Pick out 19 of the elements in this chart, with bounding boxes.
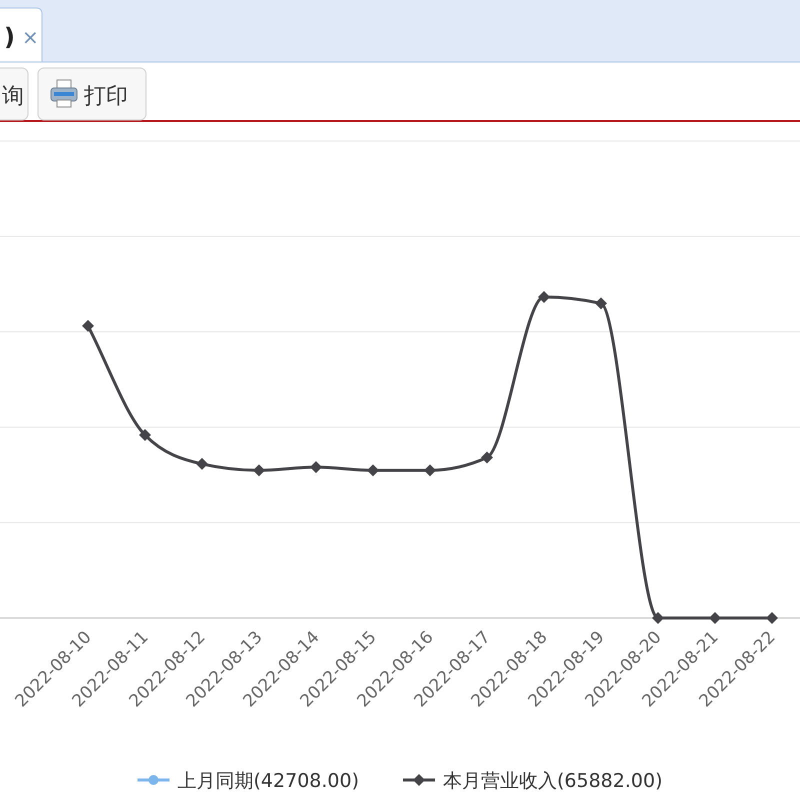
point [82,320,94,332]
point [139,429,151,442]
text: × [22,25,39,49]
point [652,612,664,624]
point [424,464,436,476]
point [481,452,493,464]
point [709,612,721,624]
legend-label: 本月营业收入(65882.00) [443,770,662,792]
point [538,291,550,304]
legend-label: 上月同期(42708.00) [178,770,359,792]
point [766,612,778,624]
point [310,461,322,474]
text: ) [4,23,15,51]
text: 打印 [83,84,128,109]
point [367,464,379,476]
text: 询 [2,84,24,109]
point [196,458,208,470]
point [253,464,265,476]
point [595,297,607,310]
